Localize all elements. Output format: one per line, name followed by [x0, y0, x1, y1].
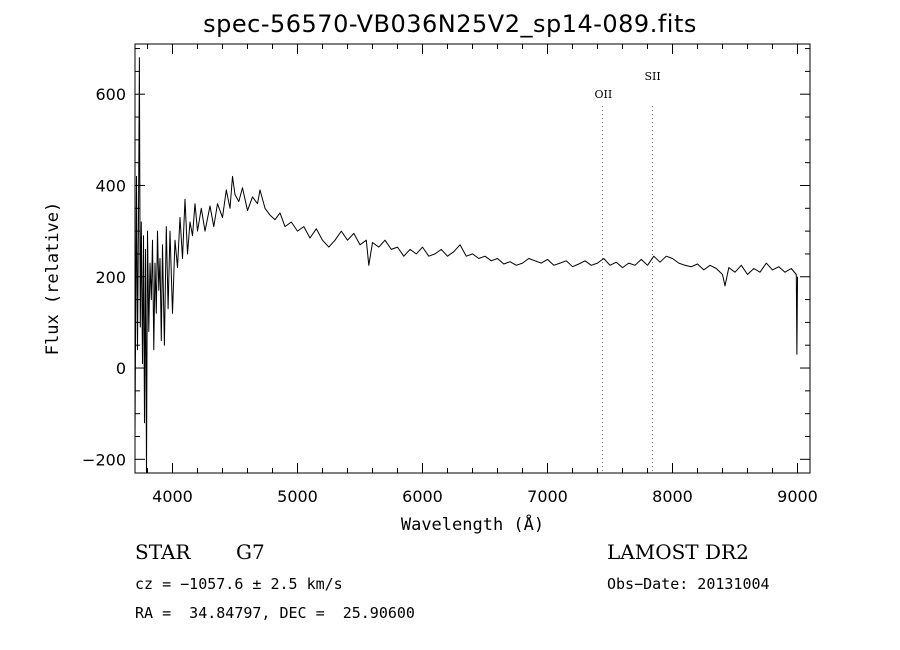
chart-title: spec-56570-VB036N25V2_sp14-089.fits — [203, 10, 697, 38]
x-tick-label: 9000 — [777, 487, 818, 506]
y-tick-label: 0 — [116, 359, 126, 378]
plot-frame — [134, 43, 811, 474]
y-tick-label: 400 — [95, 176, 126, 195]
survey-name: LAMOST DR2 — [607, 540, 749, 564]
y-tick-label: 200 — [95, 268, 126, 287]
spectral-class: G7 — [236, 540, 265, 564]
spectral-line-label: SII — [645, 70, 661, 83]
x-tick-label: 8000 — [652, 487, 693, 506]
redshift-velocity: cz = −1057.6 ± 2.5 km/s — [135, 575, 343, 593]
coordinates: RA = 34.84797, DEC = 25.90600 — [135, 604, 415, 622]
y-tick-label: −200 — [82, 450, 126, 469]
x-tick-label: 6000 — [402, 487, 443, 506]
y-tick-label: 600 — [95, 85, 126, 104]
spectrum-line — [135, 57, 798, 473]
x-tick-label: 4000 — [152, 487, 193, 506]
y-axis-label: Flux (relative) — [43, 202, 63, 356]
observation-date: Obs−Date: 20131004 — [607, 575, 770, 593]
object-type: STAR — [135, 540, 191, 564]
x-tick-label: 7000 — [527, 487, 568, 506]
x-tick-label: 5000 — [277, 487, 318, 506]
spectral-line-label: OII — [595, 88, 613, 101]
x-axis-label: Wavelength (Å) — [401, 513, 544, 535]
